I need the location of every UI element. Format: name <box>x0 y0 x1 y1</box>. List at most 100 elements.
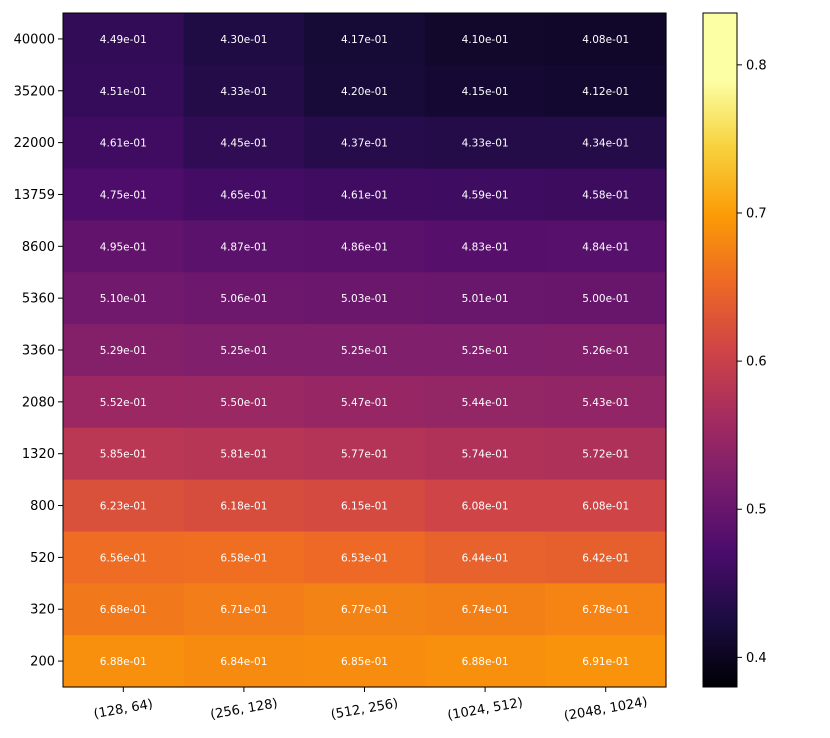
y-tick-label: 22000 <box>14 136 55 151</box>
cell-value-label: 4.87e-01 <box>220 241 267 253</box>
cell-value-label: 6.68e-01 <box>100 604 147 616</box>
cell-value-label: 6.08e-01 <box>462 501 509 513</box>
cell-value-label: 6.85e-01 <box>341 656 388 668</box>
cell-value-label: 5.52e-01 <box>100 397 147 409</box>
cell-value-label: 6.08e-01 <box>582 501 629 513</box>
x-axis: (128, 64) (256, 128) (512, 256) (1024, 512)… <box>93 687 649 724</box>
y-tick-label: 5360 <box>22 292 55 307</box>
heatmap-cell <box>304 64 426 118</box>
y-tick-label: 200 <box>30 655 55 670</box>
cell-value-label: 5.29e-01 <box>100 345 147 357</box>
heatmap-cell <box>545 272 667 325</box>
cell-value-label: 6.74e-01 <box>462 604 509 616</box>
heatmap-cell <box>304 583 426 636</box>
heatmap-cell <box>424 64 546 118</box>
heatmap-cell <box>545 324 667 377</box>
cell-value-label: 4.49e-01 <box>100 34 147 46</box>
cell-value-label: 6.44e-01 <box>462 552 509 564</box>
cell-value-label: 6.23e-01 <box>100 501 147 513</box>
cell-value-label: 5.81e-01 <box>220 449 267 461</box>
cell-value-label: 5.00e-01 <box>582 293 629 305</box>
heatmap-cell <box>183 116 305 170</box>
y-tick-label: 320 <box>30 603 55 618</box>
heatmap-cell <box>545 375 667 429</box>
heatmap-cell <box>304 168 426 221</box>
heatmap-cell <box>183 531 305 584</box>
heatmap-cell <box>183 635 305 688</box>
heatmap-cell-labels: 4.49e-01 4.30e-01 4.17e-01 4.10e-01 4.08e-01… <box>100 34 629 668</box>
cell-value-label: 6.53e-01 <box>341 552 388 564</box>
cell-value-label: 5.44e-01 <box>462 397 509 409</box>
heatmap-cell <box>63 427 185 481</box>
cell-value-label: 5.50e-01 <box>220 397 267 409</box>
heatmap-cell <box>545 427 667 481</box>
y-tick-label: 3360 <box>22 344 55 359</box>
colorbar-tick-label: 0.8 <box>746 58 767 73</box>
heatmap-cell <box>424 324 546 377</box>
heatmap-cell <box>545 168 667 221</box>
heatmap-cell <box>304 635 426 688</box>
cell-value-label: 6.15e-01 <box>341 501 388 513</box>
heatmap-cell <box>63 272 185 325</box>
colorbar-tick-label: 0.4 <box>746 651 767 666</box>
y-tick-label: 1320 <box>22 447 55 462</box>
heatmap-cell <box>183 324 305 377</box>
cell-value-label: 5.25e-01 <box>462 345 509 357</box>
x-tick-label: (256, 128) <box>209 696 279 723</box>
heatmap-cell <box>63 220 185 273</box>
cell-value-label: 6.84e-01 <box>220 656 267 668</box>
y-tick-label: 800 <box>30 499 55 514</box>
cell-value-label: 4.37e-01 <box>341 138 388 150</box>
heatmap-cell <box>304 116 426 170</box>
cell-value-label: 4.10e-01 <box>462 34 509 46</box>
heatmap-cell <box>183 64 305 118</box>
heatmap-cell <box>63 531 185 584</box>
heatmap-cell <box>183 583 305 636</box>
cell-value-label: 5.03e-01 <box>341 293 388 305</box>
heatmap-cell <box>545 220 667 273</box>
cell-value-label: 5.72e-01 <box>582 449 629 461</box>
cell-value-label: 4.83e-01 <box>462 241 509 253</box>
cell-value-label: 4.61e-01 <box>100 138 147 150</box>
cell-value-label: 5.01e-01 <box>462 293 509 305</box>
cell-value-label: 4.61e-01 <box>341 189 388 201</box>
cell-value-label: 6.88e-01 <box>100 656 147 668</box>
cell-value-label: 5.06e-01 <box>220 293 267 305</box>
y-tick-label: 13759 <box>14 188 55 203</box>
heatmap-cell <box>63 479 185 533</box>
cell-value-label: 4.34e-01 <box>582 138 629 150</box>
cell-value-label: 4.20e-01 <box>341 86 388 98</box>
cell-value-label: 5.25e-01 <box>220 345 267 357</box>
cell-value-label: 5.47e-01 <box>341 397 388 409</box>
cell-value-label: 4.75e-01 <box>100 189 147 201</box>
heatmap-cell <box>183 479 305 533</box>
heatmap-cell <box>545 116 667 170</box>
x-tick-label: (512, 256) <box>330 696 400 723</box>
heatmap-cells <box>63 13 667 688</box>
heatmap-cell <box>424 427 546 481</box>
heatmap-cell <box>304 479 426 533</box>
cell-value-label: 4.15e-01 <box>462 86 509 98</box>
heatmap-cell <box>304 375 426 429</box>
y-tick-label: 35200 <box>14 84 55 99</box>
heatmap-cell <box>183 13 305 66</box>
heatmap-cell <box>424 635 546 688</box>
cell-value-label: 4.51e-01 <box>100 86 147 98</box>
cell-value-label: 4.95e-01 <box>100 241 147 253</box>
cell-value-label: 4.12e-01 <box>582 86 629 98</box>
cell-value-label: 4.17e-01 <box>341 34 388 46</box>
cell-value-label: 4.59e-01 <box>462 189 509 201</box>
y-tick-label: 2080 <box>22 395 55 410</box>
heatmap-cell <box>424 116 546 170</box>
heatmap-cell <box>424 13 546 66</box>
heatmap-cell <box>63 64 185 118</box>
heatmap-cell <box>63 324 185 377</box>
cell-value-label: 4.58e-01 <box>582 189 629 201</box>
heatmap-cell <box>424 531 546 584</box>
heatmap-cell <box>304 272 426 325</box>
y-tick-label: 520 <box>30 551 55 566</box>
heatmap-cell <box>545 531 667 584</box>
heatmap-cell <box>545 479 667 533</box>
heatmap-cell <box>545 583 667 636</box>
